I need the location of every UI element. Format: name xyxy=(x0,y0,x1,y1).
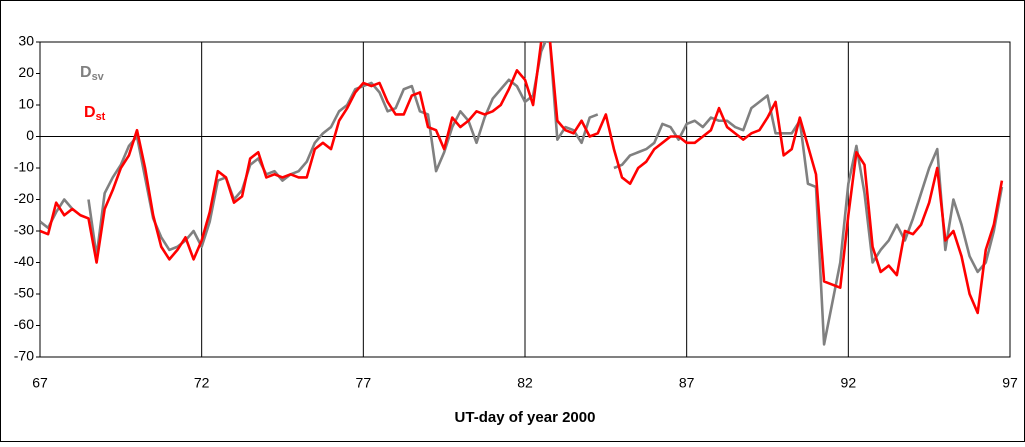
y-tick-label: -10 xyxy=(14,159,34,175)
x-tick-label: 82 xyxy=(517,375,533,391)
series-line xyxy=(40,42,1004,315)
series-line xyxy=(613,94,1004,346)
x-tick-label: 97 xyxy=(1002,375,1018,391)
x-axis-title: UT-day of year 2000 xyxy=(455,409,596,426)
y-tick-label: -60 xyxy=(14,316,34,332)
legend-label: Dst xyxy=(84,104,106,123)
y-tick-label: -70 xyxy=(14,348,34,364)
y-tick-label: 10 xyxy=(18,96,34,112)
series-line xyxy=(40,198,74,230)
y-tick-label: -30 xyxy=(14,222,34,238)
y-tick-label: 30 xyxy=(18,33,34,49)
y-tick-label: -50 xyxy=(14,285,34,301)
legend-label: Dsv xyxy=(80,64,105,83)
y-tick-label: -40 xyxy=(14,253,34,269)
x-tick-label: 92 xyxy=(841,375,857,391)
plot-lines xyxy=(40,42,1004,346)
y-tick-label: -20 xyxy=(14,190,34,206)
x-tick-label: 67 xyxy=(32,375,48,391)
y-tick-label: 20 xyxy=(18,64,34,80)
y-tick-label: 0 xyxy=(26,127,34,143)
x-tick-label: 72 xyxy=(194,375,210,391)
x-tick-label: 87 xyxy=(679,375,695,391)
x-tick-label: 77 xyxy=(356,375,372,391)
